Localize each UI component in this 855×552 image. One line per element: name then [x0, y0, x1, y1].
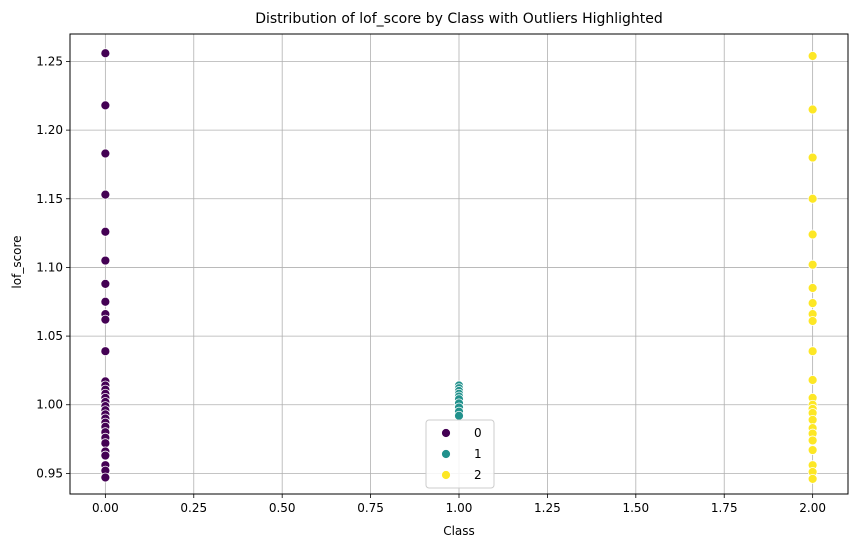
y-axis-label: lof_score	[10, 235, 24, 288]
data-point-class-2	[807, 414, 818, 425]
legend-marker	[441, 428, 451, 438]
data-point-class-2	[807, 193, 818, 204]
data-point-class-2	[807, 229, 818, 240]
y-tick-label: 1.05	[36, 329, 63, 343]
data-point-class-2	[807, 316, 818, 326]
data-point-class-0	[100, 189, 111, 200]
legend-label: 1	[474, 447, 482, 461]
x-tick-label: 2.00	[799, 501, 826, 515]
x-tick-label: 1.00	[446, 501, 473, 515]
data-point-class-2	[807, 435, 818, 446]
data-points	[100, 48, 818, 484]
y-tick-label: 1.25	[36, 54, 63, 68]
data-point-class-0	[100, 226, 111, 237]
legend-label: 2	[474, 468, 482, 482]
x-tick-label: 0.00	[92, 501, 119, 515]
legend-box	[425, 419, 495, 489]
data-point-class-0	[100, 346, 111, 357]
data-point-class-0	[100, 48, 111, 59]
y-tick-label: 1.10	[36, 260, 63, 274]
data-point-class-2	[807, 298, 818, 309]
y-tick-label: 1.20	[36, 123, 63, 137]
data-point-class-2	[807, 346, 818, 357]
data-point-class-0	[100, 438, 111, 449]
data-point-class-2	[807, 51, 818, 61]
legend-marker	[441, 449, 451, 459]
x-axis-ticks: 0.00 0.25 0.50 0.75 1.00 1.25 1.50 1.75 2.00	[92, 494, 826, 515]
legend-label: 0	[474, 426, 482, 440]
y-axis-ticks: 0.95 1.00 1.05 1.10 1.15 1.20 1.25	[36, 54, 70, 480]
data-point-class-2	[807, 283, 818, 293]
y-tick-label: 1.15	[36, 192, 63, 206]
chart-title: Distribution of lof_score by Class with …	[255, 11, 663, 27]
data-point-class-2	[807, 152, 818, 163]
x-tick-label: 1.25	[534, 501, 561, 515]
x-tick-label: 0.50	[269, 501, 296, 515]
y-tick-label: 1.00	[36, 398, 63, 412]
data-point-class-2	[807, 104, 818, 115]
legend: 0 1 2	[425, 419, 495, 489]
data-point-class-2	[807, 375, 818, 385]
x-tick-label: 0.25	[180, 501, 207, 515]
data-point-class-0	[100, 450, 111, 461]
data-point-class-0	[100, 314, 111, 325]
data-point-class-0	[100, 296, 111, 307]
data-point-class-2	[807, 445, 818, 455]
data-point-class-2	[807, 259, 818, 270]
legend-marker	[441, 470, 451, 480]
data-point-class-0	[100, 100, 111, 111]
data-point-class-2	[807, 473, 818, 484]
data-point-class-0	[100, 255, 111, 266]
x-tick-label: 0.75	[357, 501, 384, 515]
data-point-class-0	[100, 148, 111, 159]
data-point-class-0	[100, 279, 111, 289]
data-point-class-1	[454, 410, 464, 421]
data-point-class-0	[100, 472, 111, 483]
y-tick-label: 0.95	[36, 466, 63, 480]
x-tick-label: 1.75	[711, 501, 738, 515]
x-tick-label: 1.50	[622, 501, 649, 515]
x-axis-label: Class	[443, 524, 475, 538]
